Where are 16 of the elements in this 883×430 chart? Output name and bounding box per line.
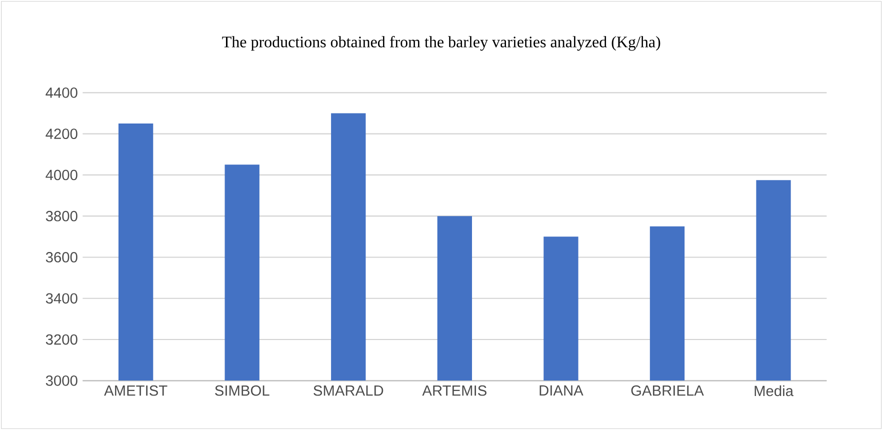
- x-tick-label: AMETIST: [104, 385, 168, 396]
- y-tick-label: 3000: [46, 375, 78, 386]
- y-tick-label: 3200: [46, 334, 78, 345]
- x-tick-label: SIMBOL: [215, 385, 270, 396]
- x-tick-label: Media: [754, 385, 794, 396]
- x-tick-label: GABRIELA: [631, 385, 704, 396]
- chart-title: The productions obtained from the barley varieties analyzed (Kg/ha): [222, 36, 660, 51]
- x-tick-label: SMARALD: [314, 385, 384, 396]
- x-tick-label: DIANA: [540, 385, 584, 396]
- y-tick-label: 4200: [46, 128, 78, 140]
- y-tick-label: 3400: [46, 293, 78, 304]
- y-tick-label: 3800: [46, 210, 78, 222]
- y-tick-label: 3600: [46, 252, 78, 262]
- x-tick-label: ARTEMIS: [422, 385, 486, 396]
- y-tick-label: 4400: [46, 87, 78, 98]
- y-tick-label: 4000: [46, 170, 78, 180]
